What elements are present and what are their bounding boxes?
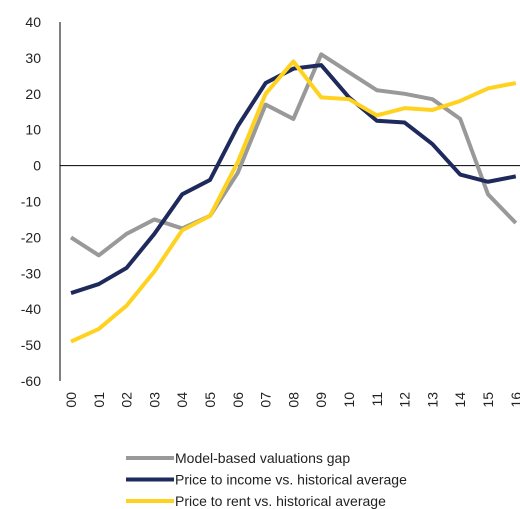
- x-tick-label: 00: [63, 392, 79, 408]
- series-line: [70, 59, 517, 344]
- y-tick-label: 30: [25, 50, 41, 66]
- x-tick-label: 09: [313, 392, 329, 408]
- x-tick-label: 05: [202, 392, 218, 408]
- x-tick-label: 08: [285, 392, 301, 408]
- legend-label: Model-based valuations gap: [175, 450, 350, 466]
- x-tick-label: 11: [369, 392, 385, 407]
- x-tick-label: 03: [146, 392, 162, 408]
- series-line: [69, 52, 518, 258]
- x-tick-label: 04: [174, 392, 190, 408]
- x-tick-label: 07: [258, 392, 274, 408]
- x-tick-label: 10: [341, 392, 357, 408]
- y-tick-label: 40: [25, 14, 41, 30]
- y-tick-label: -50: [21, 337, 41, 353]
- series-line: [70, 63, 517, 295]
- y-tick-label: 0: [33, 158, 41, 174]
- y-tick-label: -40: [21, 301, 41, 317]
- y-tick-label: -10: [21, 194, 41, 210]
- x-tick-label: 16: [508, 392, 520, 408]
- x-tick-label: 12: [397, 392, 413, 408]
- x-tick-label: 01: [91, 392, 107, 408]
- y-tick-label: 20: [25, 86, 41, 102]
- legend-label: Price to rent vs. historical average: [175, 493, 386, 509]
- y-tick-label: -20: [21, 229, 41, 245]
- x-tick-label: 15: [480, 392, 496, 408]
- x-tick-label: 14: [452, 392, 468, 408]
- x-tick-label: 13: [424, 392, 440, 408]
- y-tick-label: 10: [25, 122, 41, 138]
- y-tick-label: -30: [21, 265, 41, 281]
- legend-label: Price to income vs. historical average: [175, 472, 407, 488]
- x-tick-label: 02: [119, 392, 135, 408]
- y-tick-label: -60: [21, 373, 41, 389]
- x-tick-label: 06: [230, 392, 246, 408]
